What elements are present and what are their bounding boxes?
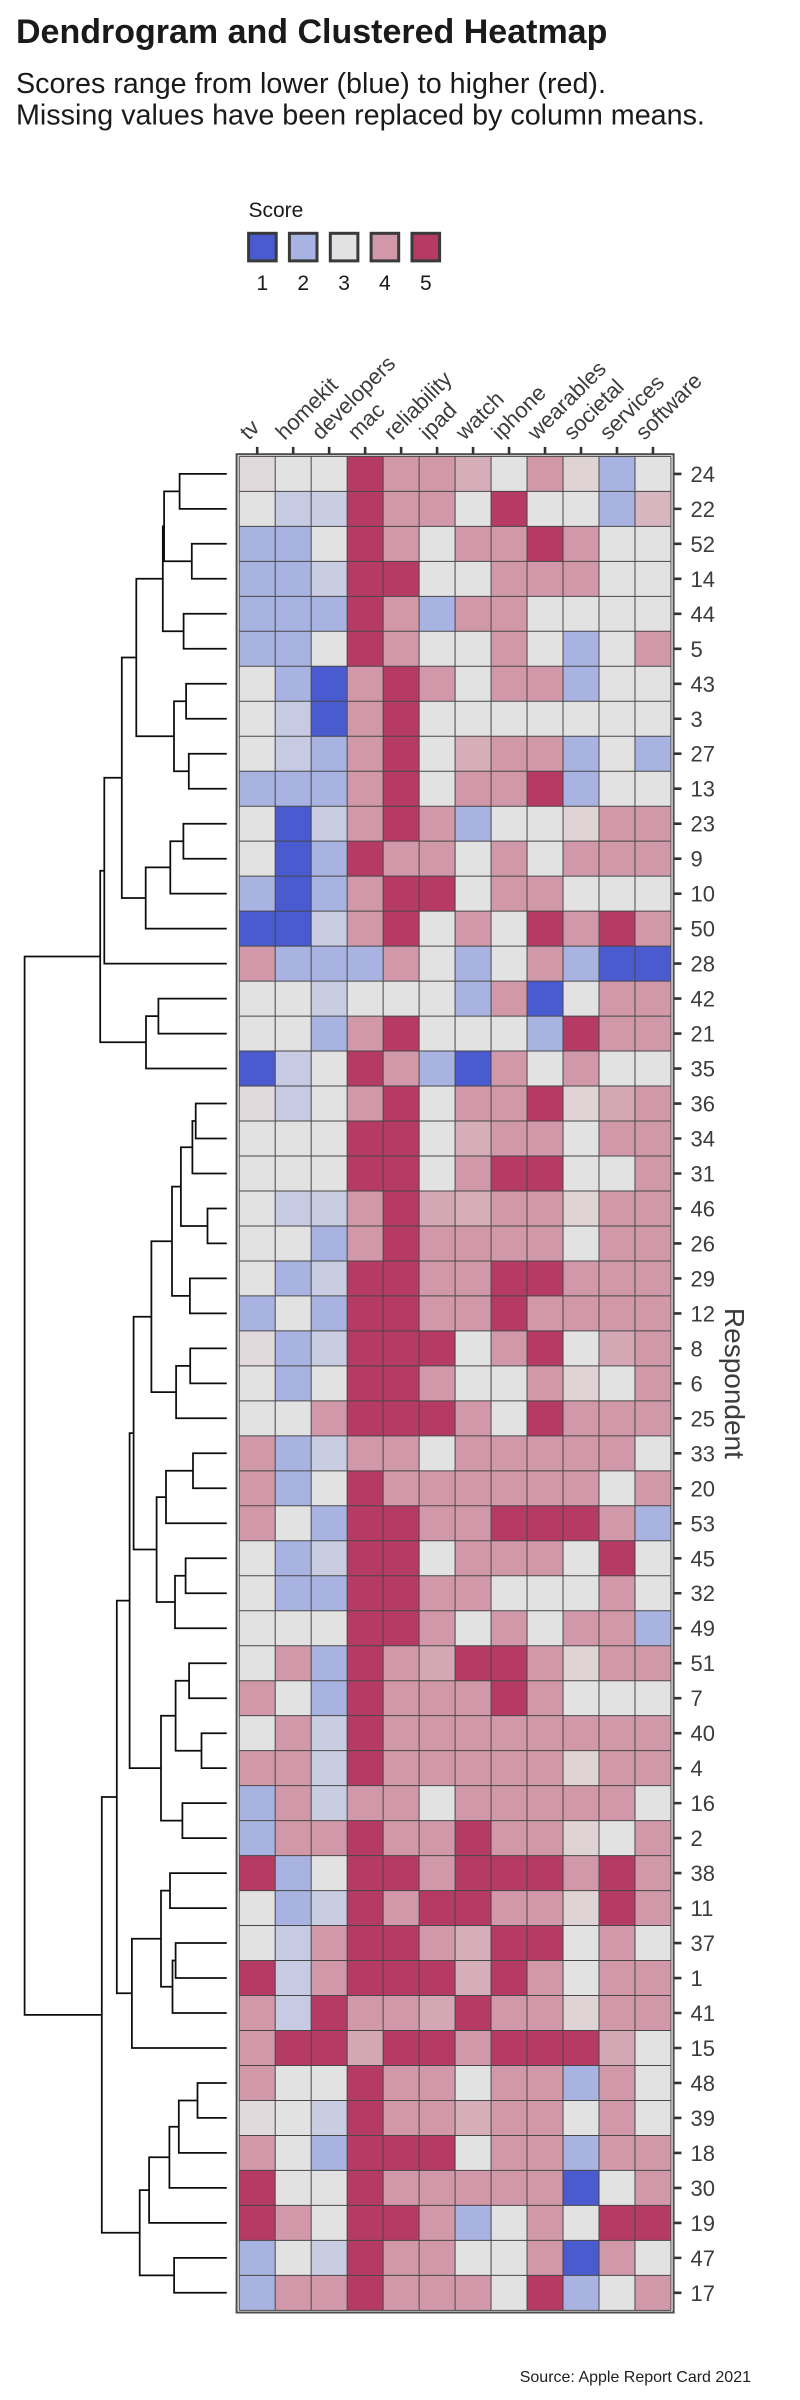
svg-text:40: 40	[691, 1721, 715, 1746]
svg-text:15: 15	[691, 2036, 715, 2061]
svg-text:5: 5	[691, 637, 703, 662]
svg-text:4: 4	[379, 272, 391, 295]
svg-text:32: 32	[691, 1581, 715, 1606]
svg-text:49: 49	[691, 1616, 715, 1641]
svg-text:22: 22	[691, 497, 715, 522]
svg-text:45: 45	[691, 1546, 715, 1571]
svg-text:47: 47	[691, 2246, 715, 2271]
svg-text:18: 18	[691, 2141, 715, 2166]
svg-text:3: 3	[338, 272, 350, 295]
svg-text:29: 29	[691, 1266, 715, 1291]
svg-text:23: 23	[691, 812, 715, 837]
svg-text:31: 31	[691, 1162, 715, 1187]
svg-text:26: 26	[691, 1231, 715, 1256]
svg-text:9: 9	[691, 847, 703, 872]
svg-text:53: 53	[691, 1511, 715, 1536]
svg-text:28: 28	[691, 952, 715, 977]
svg-text:13: 13	[691, 777, 715, 802]
svg-text:38: 38	[691, 1861, 715, 1886]
svg-text:21: 21	[691, 1022, 715, 1047]
svg-text:4: 4	[691, 1756, 703, 1781]
svg-text:41: 41	[691, 2001, 715, 2026]
svg-text:44: 44	[691, 602, 715, 627]
svg-text:34: 34	[691, 1127, 715, 1152]
svg-text:27: 27	[691, 742, 715, 767]
svg-text:Scores range from lower (blue): Scores range from lower (blue) to higher…	[16, 68, 606, 100]
svg-text:48: 48	[691, 2071, 715, 2096]
svg-text:25: 25	[691, 1406, 715, 1431]
svg-text:3: 3	[691, 707, 703, 732]
svg-text:Respondent: Respondent	[719, 1308, 750, 1459]
svg-text:Score: Score	[249, 199, 304, 222]
svg-text:2: 2	[691, 1826, 703, 1851]
svg-text:12: 12	[691, 1301, 715, 1326]
svg-text:50: 50	[691, 917, 715, 942]
svg-text:8: 8	[691, 1336, 703, 1361]
svg-text:17: 17	[691, 2281, 715, 2306]
svg-text:Dendrogram and Clustered Heatm: Dendrogram and Clustered Heatmap	[16, 13, 607, 51]
svg-text:51: 51	[691, 1651, 715, 1676]
svg-text:11: 11	[691, 1896, 714, 1921]
svg-text:39: 39	[691, 2106, 715, 2131]
svg-text:46: 46	[691, 1197, 715, 1222]
svg-text:37: 37	[691, 1931, 715, 1956]
svg-text:19: 19	[691, 2211, 715, 2236]
svg-text:35: 35	[691, 1057, 715, 1082]
svg-text:16: 16	[691, 1791, 715, 1816]
svg-text:42: 42	[691, 987, 715, 1012]
svg-text:7: 7	[691, 1686, 703, 1711]
svg-text:30: 30	[691, 2176, 715, 2201]
svg-text:20: 20	[691, 1476, 715, 1501]
svg-text:43: 43	[691, 672, 715, 697]
svg-text:52: 52	[691, 532, 715, 557]
svg-text:36: 36	[691, 1092, 715, 1117]
svg-text:1: 1	[257, 272, 269, 295]
svg-text:14: 14	[691, 567, 715, 592]
svg-text:5: 5	[420, 272, 432, 295]
svg-text:1: 1	[691, 1966, 703, 1991]
svg-text:Source: Apple Report Card 2021: Source: Apple Report Card 2021	[520, 2369, 751, 2386]
svg-text:33: 33	[691, 1441, 715, 1466]
svg-text:6: 6	[691, 1371, 703, 1396]
svg-text:2: 2	[297, 272, 309, 295]
svg-text:Missing values have been repla: Missing values have been replaced by col…	[16, 100, 705, 132]
svg-text:10: 10	[691, 882, 715, 907]
svg-text:24: 24	[691, 462, 715, 487]
